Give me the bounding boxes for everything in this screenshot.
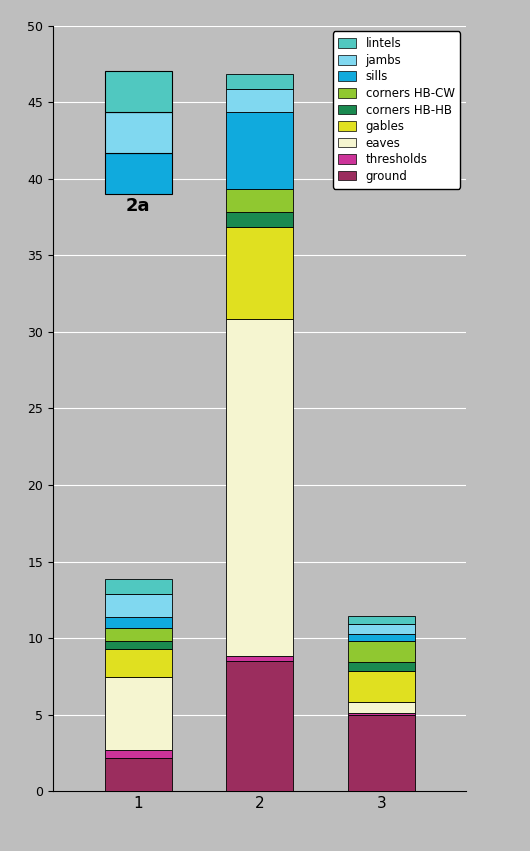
Bar	[348, 702, 414, 712]
Bar	[226, 212, 293, 227]
Bar	[348, 616, 414, 624]
FancyBboxPatch shape	[104, 153, 172, 194]
Bar	[104, 594, 172, 617]
Bar	[226, 112, 293, 189]
Text: 2a: 2a	[126, 197, 151, 215]
Bar	[226, 319, 293, 656]
Bar	[104, 642, 172, 649]
Bar	[348, 634, 414, 641]
FancyBboxPatch shape	[104, 112, 172, 153]
Legend: lintels, jambs, sills, corners HB-CW, corners HB-HB, gables, eaves, thresholds, : lintels, jambs, sills, corners HB-CW, co…	[332, 31, 461, 189]
Bar	[348, 624, 414, 634]
Bar	[104, 628, 172, 642]
Bar	[226, 189, 293, 212]
Bar	[348, 715, 414, 791]
Bar	[104, 617, 172, 628]
Bar	[226, 74, 293, 89]
Bar	[348, 712, 414, 715]
Bar	[348, 662, 414, 671]
Bar	[104, 750, 172, 757]
Bar	[104, 757, 172, 791]
Bar	[104, 677, 172, 750]
Bar	[104, 649, 172, 677]
Bar	[226, 661, 293, 791]
Bar	[226, 656, 293, 661]
Bar	[104, 579, 172, 594]
FancyBboxPatch shape	[104, 71, 172, 112]
Bar	[348, 671, 414, 702]
Bar	[348, 641, 414, 662]
Bar	[226, 227, 293, 319]
Bar	[226, 89, 293, 112]
